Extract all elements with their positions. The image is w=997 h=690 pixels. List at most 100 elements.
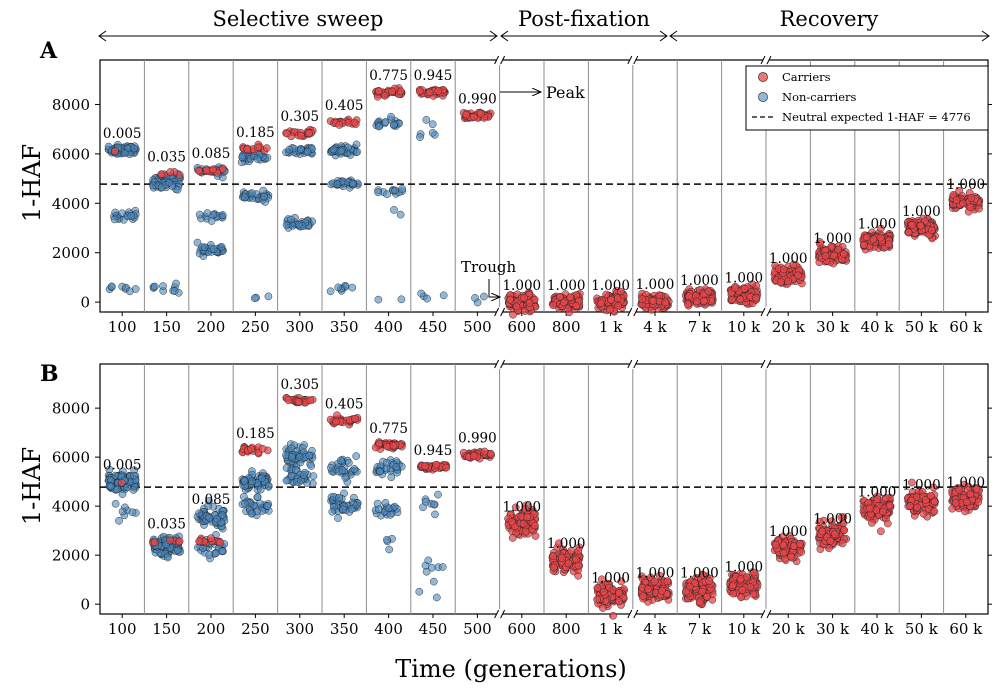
noncarrier-point bbox=[385, 545, 394, 554]
noncarrier-point bbox=[338, 466, 347, 475]
x-tick-label: 450 bbox=[419, 620, 448, 638]
frequency-label: 0.185 bbox=[236, 426, 275, 442]
frequency-label: 1.000 bbox=[769, 524, 808, 540]
axis-break-mark bbox=[494, 307, 500, 317]
carrier-point bbox=[869, 235, 878, 244]
carrier-point bbox=[963, 498, 971, 506]
legend-neutral-label: Neutral expected 1-HAF = 4776 bbox=[782, 110, 971, 124]
carrier-point bbox=[908, 220, 917, 229]
axis-break-mark bbox=[760, 359, 766, 369]
noncarrier-point bbox=[417, 289, 426, 298]
noncarrier-point bbox=[390, 502, 399, 511]
frequency-label: 0.775 bbox=[369, 421, 408, 437]
carrier-point bbox=[306, 396, 315, 405]
carrier-point bbox=[509, 310, 517, 319]
carrier-point bbox=[960, 480, 969, 489]
phase-arrow-recovery: Recovery bbox=[669, 7, 990, 42]
legend-carrier-marker bbox=[758, 72, 768, 82]
carrier-point bbox=[519, 519, 528, 528]
carrier-point bbox=[682, 587, 690, 596]
frequency-label: 1.000 bbox=[902, 477, 941, 493]
carrier-point bbox=[952, 196, 961, 205]
noncarrier-point bbox=[193, 238, 202, 247]
x-tick-label: 60 k bbox=[949, 620, 983, 638]
x-tick-label: 40 k bbox=[861, 318, 895, 336]
frequency-label: 1.000 bbox=[547, 536, 586, 552]
noncarrier-point bbox=[416, 133, 424, 141]
data-points bbox=[104, 84, 984, 319]
noncarrier-point bbox=[212, 514, 221, 523]
carrier-point bbox=[383, 442, 391, 451]
axis-break-gap bbox=[629, 359, 636, 369]
frequency-label: 0.305 bbox=[280, 377, 319, 393]
noncarrier-point bbox=[438, 563, 447, 571]
x-tick-label: 300 bbox=[285, 318, 314, 336]
phase-arrow-post-fixation: Post-fixation bbox=[500, 7, 668, 42]
noncarrier-point bbox=[383, 535, 391, 544]
carrier-point bbox=[771, 540, 780, 549]
carrier-point bbox=[442, 463, 451, 472]
carrier-point bbox=[374, 87, 383, 95]
carrier-point bbox=[508, 534, 517, 542]
carrier-point bbox=[559, 298, 568, 307]
noncarrier-point bbox=[387, 473, 396, 482]
carrier-point bbox=[602, 290, 610, 299]
noncarrier-point bbox=[248, 477, 256, 486]
noncarrier-point bbox=[218, 211, 227, 219]
noncarrier-point bbox=[163, 553, 172, 562]
noncarrier-point bbox=[344, 459, 353, 467]
carrier-point bbox=[972, 485, 981, 494]
noncarrier-point bbox=[248, 189, 256, 197]
x-tick-label: 350 bbox=[330, 620, 359, 638]
x-tick-label: 200 bbox=[197, 620, 226, 638]
carrier-point bbox=[520, 294, 529, 302]
frequency-label: 1.000 bbox=[769, 251, 808, 267]
carrier-point bbox=[865, 504, 874, 513]
noncarrier-point bbox=[260, 192, 268, 201]
x-tick-label: 10 k bbox=[727, 620, 761, 638]
carrier-point bbox=[555, 539, 563, 548]
noncarrier-point bbox=[415, 587, 424, 596]
x-tick-label: 100 bbox=[108, 620, 137, 638]
noncarrier-point bbox=[471, 294, 479, 302]
axis-break-gap bbox=[496, 55, 503, 65]
carrier-point bbox=[818, 527, 827, 536]
frequency-label: 0.990 bbox=[458, 92, 497, 108]
noncarrier-point bbox=[391, 186, 400, 195]
frequency-label: 1.000 bbox=[680, 565, 719, 581]
carrier-point bbox=[613, 294, 622, 303]
carrier-point bbox=[195, 537, 204, 546]
frequency-label: 1.000 bbox=[724, 559, 763, 575]
frequency-label: 0.185 bbox=[236, 125, 275, 141]
x-tick-label: 4 k bbox=[643, 620, 667, 638]
frequency-label: 1.000 bbox=[591, 570, 630, 586]
axis-break-mark bbox=[633, 307, 639, 317]
carrier-point bbox=[705, 577, 714, 586]
noncarrier-point bbox=[303, 147, 312, 156]
x-tick-label: 500 bbox=[463, 318, 492, 336]
x-tick-label: 60 k bbox=[949, 318, 983, 336]
carrier-point bbox=[959, 199, 967, 208]
x-tick-label: 1 k bbox=[599, 318, 623, 336]
frequency-label: 0.305 bbox=[280, 109, 319, 125]
y-tick-label: 2000 bbox=[52, 547, 90, 565]
x-tick-label: 4 k bbox=[643, 318, 667, 336]
noncarrier-point bbox=[439, 291, 448, 300]
y-tick-label: 8000 bbox=[52, 96, 90, 114]
noncarrier-point bbox=[307, 462, 316, 470]
axis-break-gap bbox=[763, 359, 769, 369]
carrier-point bbox=[599, 587, 608, 596]
carrier-point bbox=[961, 507, 969, 516]
panel-b: B 1-HAF 0 2000 4000 6000 8000 100 150 200 250 300… bbox=[18, 359, 992, 638]
noncarrier-point bbox=[157, 183, 166, 192]
noncarrier-point bbox=[432, 593, 441, 602]
carrier-point bbox=[699, 297, 708, 305]
data-points bbox=[104, 394, 984, 620]
noncarrier-point bbox=[374, 122, 383, 131]
phase-arrow-left-head bbox=[669, 30, 678, 42]
carrier-point bbox=[157, 170, 166, 179]
noncarrier-point bbox=[480, 292, 488, 301]
frequency-label: 0.005 bbox=[103, 458, 142, 474]
noncarrier-point bbox=[295, 220, 303, 229]
x-tick-label: 800 bbox=[552, 620, 581, 638]
